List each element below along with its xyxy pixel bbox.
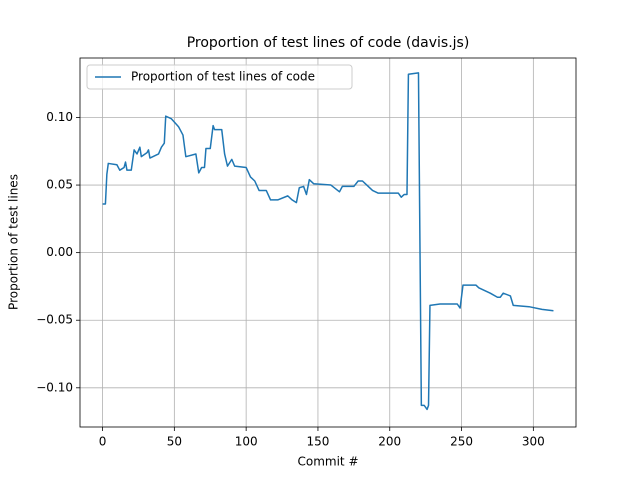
legend-box <box>86 64 353 90</box>
y-tick-label: 0.00 <box>46 245 73 259</box>
x-axis-label: Commit # <box>297 455 358 469</box>
data-line <box>102 72 554 411</box>
x-tick-label: 300 <box>522 435 545 449</box>
chart-title: Proportion of test lines of code (davis.… <box>187 35 470 51</box>
x-tick-label: 50 <box>167 435 182 449</box>
x-tick-label: 250 <box>450 435 473 449</box>
x-tick-label: 200 <box>378 435 401 449</box>
x-tick-label: 150 <box>306 435 329 449</box>
legend-label: Proportion of test lines of code <box>131 70 315 84</box>
y-tick-label: 0.10 <box>46 110 73 124</box>
y-tick-label: −0.10 <box>36 380 73 394</box>
x-tick-label: 0 <box>99 435 107 449</box>
plot-frame <box>79 57 577 428</box>
x-tick-label: 100 <box>235 435 258 449</box>
y-tick-label: 0.05 <box>46 178 73 192</box>
y-tick-label: −0.05 <box>36 313 73 327</box>
y-axis-label: Proportion of test lines <box>7 174 21 310</box>
